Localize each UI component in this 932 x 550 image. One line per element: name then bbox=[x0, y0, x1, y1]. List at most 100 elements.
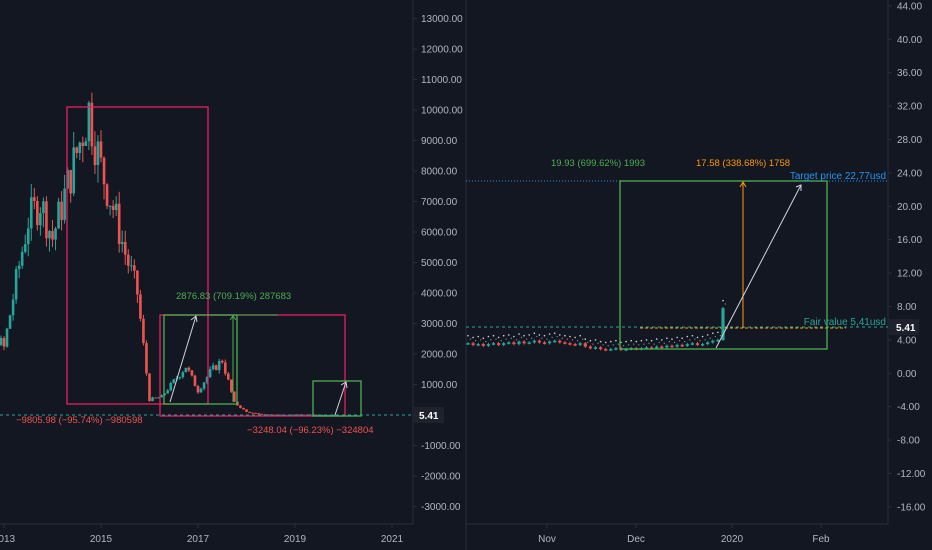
right-overlay-dot bbox=[492, 334, 495, 337]
right-y-tick-label: 28.00 bbox=[897, 135, 922, 146]
right-candle-body bbox=[553, 340, 557, 343]
right-overlay-dot bbox=[673, 341, 676, 344]
right-overlay-dot bbox=[472, 336, 474, 339]
right-overlay-dot bbox=[587, 341, 589, 344]
candle-body bbox=[130, 265, 133, 267]
candle-body bbox=[163, 393, 166, 396]
candle-body bbox=[199, 388, 203, 393]
candle-body bbox=[33, 197, 36, 201]
green-range-box-2[interactable] bbox=[312, 380, 362, 417]
right-overlay-dot bbox=[696, 336, 699, 339]
right-candle-body bbox=[695, 343, 700, 345]
right-candle-body bbox=[578, 343, 582, 345]
right-candle-body bbox=[542, 342, 547, 344]
candle-body bbox=[114, 203, 118, 211]
right-overlay-dot bbox=[599, 340, 602, 343]
candle-body bbox=[105, 184, 109, 206]
right-projection-arrow[interactable] bbox=[715, 184, 802, 349]
candle-body bbox=[139, 294, 142, 319]
right-overlay-dot bbox=[676, 336, 678, 339]
candle-body bbox=[42, 201, 45, 214]
right-overlay-dot bbox=[635, 340, 638, 343]
right-gain-orange: 17.58 (338.68%) 1758 bbox=[696, 158, 790, 169]
candle-body bbox=[26, 228, 30, 245]
candle-body bbox=[272, 414, 276, 416]
right-y-tick-label: 12.00 bbox=[897, 269, 922, 280]
right-overlay-dot bbox=[607, 345, 609, 347]
right-overlay-dot bbox=[653, 343, 655, 345]
left-y-tick-label: 8000.00 bbox=[421, 167, 458, 178]
candle-body bbox=[87, 102, 91, 142]
right-candles bbox=[466, 306, 725, 352]
right-y-tick-label: 20.00 bbox=[897, 202, 922, 213]
right-overlay-dot bbox=[684, 340, 686, 343]
candle-body bbox=[123, 241, 127, 255]
candle-body bbox=[0, 338, 3, 345]
candle-body bbox=[17, 265, 21, 270]
magenta-range-box-1[interactable] bbox=[66, 106, 209, 405]
right-candle-body bbox=[675, 344, 679, 347]
right-overlay-dot bbox=[475, 340, 477, 342]
candle-body bbox=[14, 269, 18, 300]
candle-body bbox=[75, 147, 79, 154]
right-overlay-dot bbox=[577, 340, 579, 342]
right-y-tick-label: 0.00 bbox=[897, 369, 917, 380]
right-overlay-dot bbox=[681, 337, 683, 340]
orange-measure-arrowhead bbox=[739, 181, 747, 188]
right-overlay-dot bbox=[564, 334, 566, 337]
right-y-tick-label: 40.00 bbox=[897, 35, 922, 46]
right-overlay-dot bbox=[467, 334, 469, 337]
right-overlay-dot bbox=[615, 339, 617, 342]
right-overlay-dot bbox=[469, 338, 472, 340]
left-y-tick-label: 11000.00 bbox=[421, 75, 462, 86]
right-candle-body bbox=[481, 344, 485, 346]
right-candle-body bbox=[532, 340, 536, 343]
right-overlay-dot bbox=[630, 339, 632, 342]
right-overlay-dot bbox=[699, 340, 701, 342]
right-y-tick-label: -16.00 bbox=[897, 502, 926, 513]
projection-arrowhead-2 bbox=[340, 381, 348, 389]
right-candle-body bbox=[476, 344, 480, 346]
left-y-tick-label: 4000.00 bbox=[421, 289, 458, 300]
projection-arrow-2[interactable] bbox=[334, 381, 347, 416]
right-overlay-dot bbox=[686, 335, 689, 338]
candle-body bbox=[5, 328, 9, 347]
right-overlay-dot bbox=[694, 338, 696, 340]
right-y-tick-label: 36.00 bbox=[897, 68, 922, 79]
candle-body bbox=[184, 367, 188, 373]
projection-arrow-1[interactable] bbox=[169, 315, 197, 403]
candle-body bbox=[308, 414, 312, 416]
right-overlay-dot bbox=[604, 341, 607, 344]
right-overlay-dot bbox=[594, 339, 597, 341]
candle-body bbox=[45, 201, 48, 239]
right-overlay-dot bbox=[546, 338, 548, 340]
right-overlay-dot bbox=[502, 334, 505, 337]
candle-body bbox=[90, 102, 94, 147]
green-target-box[interactable] bbox=[619, 180, 828, 350]
right-overlay-dot bbox=[538, 334, 541, 336]
right-y-tick-label: -4.00 bbox=[897, 402, 920, 413]
right-overlay-dot bbox=[714, 335, 716, 338]
candle-body bbox=[145, 343, 148, 374]
right-y-tick-label: 24.00 bbox=[897, 168, 922, 179]
candle-body bbox=[120, 241, 124, 244]
candle-body bbox=[208, 369, 212, 377]
candle-body bbox=[142, 318, 145, 344]
candle-body bbox=[48, 231, 51, 239]
right-candle-body bbox=[471, 343, 475, 345]
candle-body bbox=[148, 373, 151, 402]
right-overlay-dot bbox=[719, 335, 722, 337]
candle-body bbox=[11, 299, 15, 316]
candle-body bbox=[320, 414, 324, 416]
right-gain-green: 19.93 (699.62%) 1993 bbox=[551, 158, 645, 169]
candle-body bbox=[39, 213, 42, 226]
right-candle-body bbox=[711, 340, 715, 343]
right-candle-body bbox=[660, 346, 664, 349]
left-x-tick-label: 2015 bbox=[90, 534, 113, 545]
candle-body bbox=[36, 200, 39, 226]
right-overlay-dot bbox=[622, 345, 625, 347]
left-x-tick-label: 2013 bbox=[0, 534, 16, 545]
right-candle-body bbox=[548, 341, 552, 344]
left-y-tick-label: 10000.00 bbox=[421, 106, 463, 117]
right-overlay-dot bbox=[505, 338, 507, 340]
